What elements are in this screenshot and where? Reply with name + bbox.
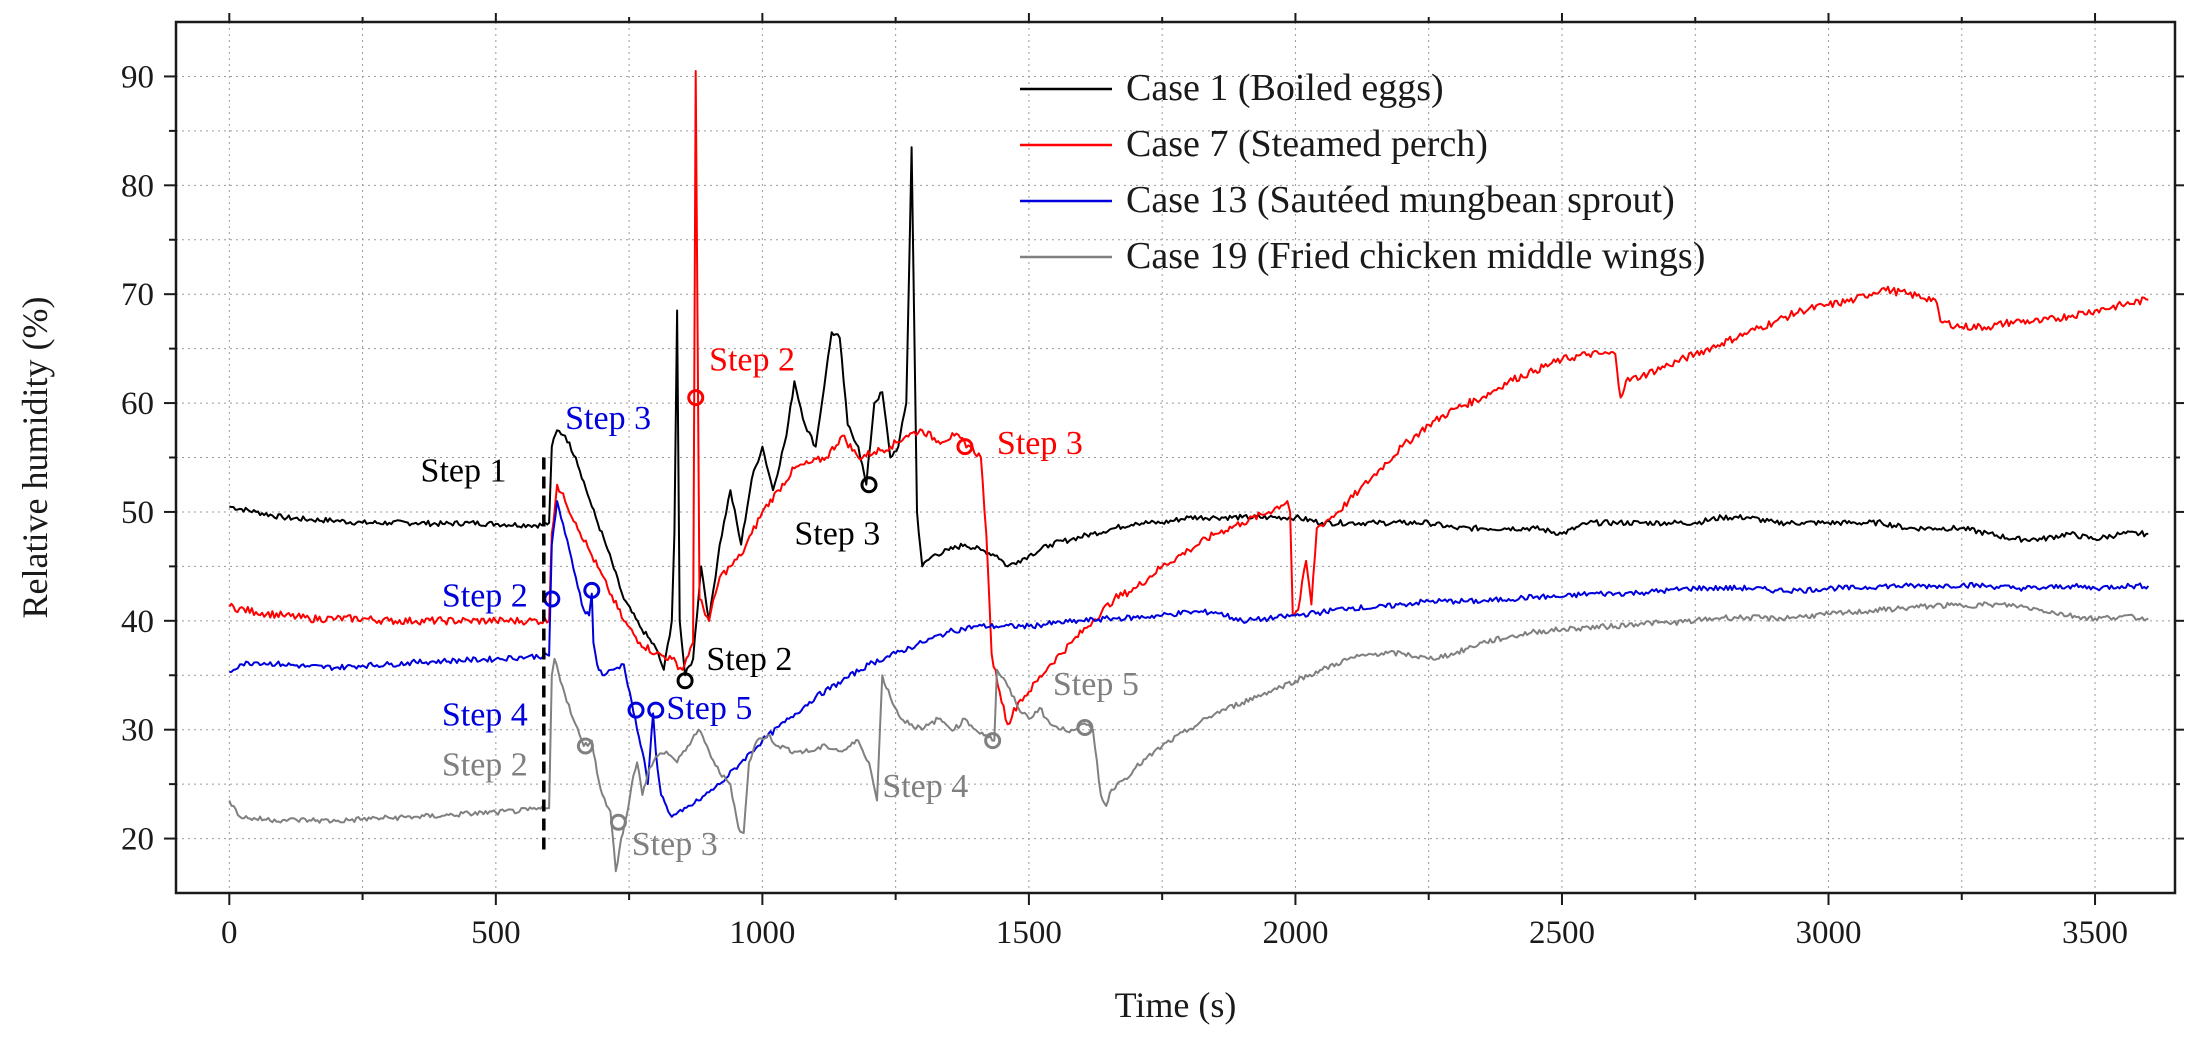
step-marker-case19 — [1076, 719, 1094, 737]
x-tick-label: 0 — [221, 915, 238, 951]
annotation-c1-step1: Step 1 — [421, 452, 507, 489]
legend-label-case13: Case 13 (Sautéed mungbean sprout) — [1126, 179, 1675, 221]
annotation-c7-step3: Step 3 — [997, 425, 1083, 462]
annotation-c19-step2: Step 2 — [442, 746, 528, 783]
step-marker-case19 — [576, 737, 594, 755]
x-tick-label: 3500 — [2062, 915, 2128, 951]
series-line-case19 — [228, 601, 2149, 873]
y-axis-title: Relative humidity (%) — [15, 297, 55, 619]
x-tick-label: 2500 — [1529, 915, 1595, 951]
annotation-c13-step2: Step 2 — [442, 578, 528, 615]
legend: Case 1 (Boiled eggs) Case 7 (Steamed per… — [1020, 67, 1705, 277]
x-tick-label: 500 — [471, 915, 521, 951]
y-tick-label: 20 — [121, 822, 154, 858]
y-tick-label: 30 — [121, 713, 154, 749]
annotation-c7-step2: Step 2 — [709, 341, 795, 378]
y-tick-label: 90 — [121, 59, 154, 95]
step-marker-case13 — [647, 701, 665, 719]
step-marker-case13 — [583, 581, 601, 599]
y-tick-label: 60 — [121, 386, 154, 422]
y-tick-label: 50 — [121, 495, 154, 531]
step-marker-case7 — [687, 389, 705, 407]
legend-label-case7: Case 7 (Steamed perch) — [1126, 123, 1488, 165]
annotation-c13-step4: Step 4 — [442, 696, 528, 733]
series-lines — [228, 70, 2150, 873]
step-marker-case19 — [609, 813, 627, 831]
y-tick-label: 70 — [121, 277, 154, 313]
annotation-c19-step4: Step 4 — [882, 768, 968, 805]
annotation-c1-step2: Step 2 — [706, 641, 792, 678]
step-marker-case1 — [860, 476, 878, 494]
x-tick-label: 2000 — [1262, 915, 1328, 951]
series-line-case13 — [229, 500, 2150, 818]
annotation-c13-step3: Step 3 — [565, 400, 651, 437]
annotation-c1-step3: Step 3 — [794, 516, 880, 553]
step-marker-case19 — [984, 732, 1002, 750]
step-marker-case7 — [956, 438, 974, 456]
legend-label-case19: Case 19 (Fried chicken middle wings) — [1126, 235, 1705, 277]
annotation-c19-step5: Step 5 — [1053, 666, 1139, 703]
y-tick-label: 80 — [121, 168, 154, 204]
annotation-c19-step3: Step 3 — [632, 826, 718, 863]
step-marker-case1 — [676, 672, 694, 690]
x-tick-label: 1000 — [729, 915, 795, 951]
x-tick-label: 3000 — [1796, 915, 1862, 951]
x-tick-label: 1500 — [996, 915, 1062, 951]
legend-label-case1: Case 1 (Boiled eggs) — [1126, 67, 1444, 109]
annotation-c13-step5: Step 5 — [666, 690, 752, 727]
y-tick-label: 40 — [121, 604, 154, 640]
series-line-case1 — [229, 146, 2149, 677]
series-line-case7 — [228, 70, 2149, 726]
axes: 0 500 1000 1500 2000 2500 3000 3500 20 30 40 50 60 70… — [121, 13, 2184, 951]
grid — [176, 22, 2175, 893]
x-axis-title: Time (s) — [1115, 985, 1237, 1025]
step-marker-case13 — [627, 701, 645, 719]
step-annotations: Step 1 Step 2 Step 3 Step 2 Step 3 Step 2 Step… — [421, 341, 1139, 862]
